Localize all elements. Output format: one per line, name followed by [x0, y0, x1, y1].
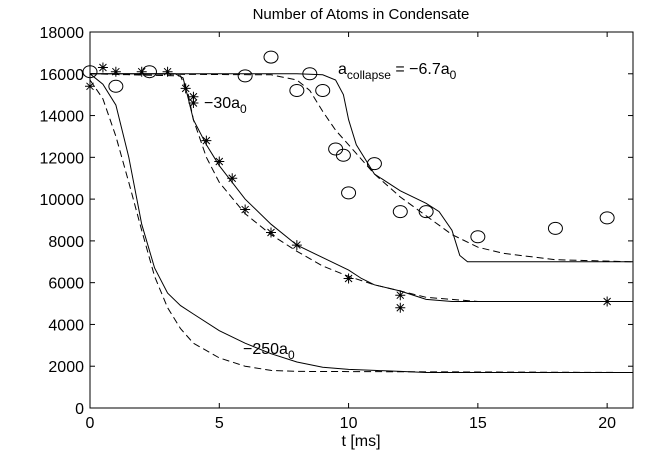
y-tick-label: 6000	[48, 276, 84, 293]
circle-marker	[335, 148, 351, 162]
y-tick-label: 18000	[40, 25, 85, 42]
star-marker	[162, 66, 173, 77]
circle-marker	[237, 69, 253, 83]
annotation: −30a0	[204, 95, 247, 116]
circle-marker	[108, 79, 124, 93]
circle-marker	[263, 50, 279, 64]
star-marker	[85, 81, 95, 92]
star-marker	[201, 135, 212, 146]
star-marker	[602, 296, 613, 307]
circle-marker	[547, 221, 563, 235]
x-tick-label: 20	[598, 415, 616, 432]
annotation-text: a	[338, 61, 347, 78]
plot-frame	[89, 31, 634, 409]
circle-marker	[599, 211, 615, 225]
circle-marker	[392, 205, 408, 219]
x-tick-label: 10	[340, 415, 358, 432]
curve	[89, 73, 634, 263]
star-marker	[266, 227, 276, 238]
annotation-text: = −6.7a	[391, 61, 450, 78]
x-tick-label: 0	[86, 415, 95, 432]
x-tick-label: 15	[469, 415, 487, 432]
circle-marker	[418, 205, 434, 219]
star-marker	[188, 98, 199, 109]
star-marker	[97, 62, 108, 73]
star-marker	[395, 302, 406, 313]
y-tick-label: 0	[75, 401, 84, 418]
annotation-text: −250a	[243, 341, 288, 358]
annotation-text: −30a	[204, 95, 240, 112]
annotation-subscript: collapse	[347, 68, 391, 82]
circle-marker	[328, 142, 344, 156]
annotation-subscript: 0	[450, 68, 457, 82]
circle-marker	[289, 83, 305, 97]
y-tick-label: 12000	[40, 150, 85, 167]
y-tick-label: 8000	[48, 234, 84, 251]
curve	[89, 79, 634, 373]
circle-marker	[302, 67, 318, 81]
circle-marker	[341, 186, 357, 200]
circle-marker	[82, 65, 98, 79]
annotation-subscript: 0	[288, 348, 295, 362]
y-tick-label: 2000	[48, 359, 84, 376]
y-tick-label: 4000	[48, 317, 84, 334]
y-tick-label: 14000	[40, 109, 85, 126]
annotation: −250a0	[243, 341, 295, 362]
x-tick-label: 5	[215, 415, 224, 432]
star-marker	[395, 290, 406, 301]
curve	[90, 73, 633, 263]
star-marker	[240, 204, 251, 215]
curve	[89, 73, 633, 302]
star-marker	[136, 66, 147, 77]
star-marker	[343, 273, 354, 284]
star-marker	[188, 91, 199, 102]
y-tick-label: 10000	[40, 192, 85, 209]
x-axis-label: t [ms]	[341, 433, 380, 450]
curve	[90, 73, 633, 302]
circle-marker	[470, 230, 486, 244]
star-marker	[214, 156, 225, 167]
star-marker	[110, 66, 121, 77]
y-tick-label: 16000	[40, 67, 85, 84]
annotation-subscript: 0	[240, 102, 247, 116]
circle-marker	[315, 83, 331, 97]
circle-marker	[366, 157, 382, 171]
star-marker	[291, 240, 302, 251]
annotation: acollapse = −6.7a0	[338, 61, 457, 82]
star-marker	[227, 173, 238, 184]
chart-title: Number of Atoms in Condensate	[253, 6, 470, 23]
curve	[89, 73, 633, 373]
star-marker	[180, 83, 191, 94]
